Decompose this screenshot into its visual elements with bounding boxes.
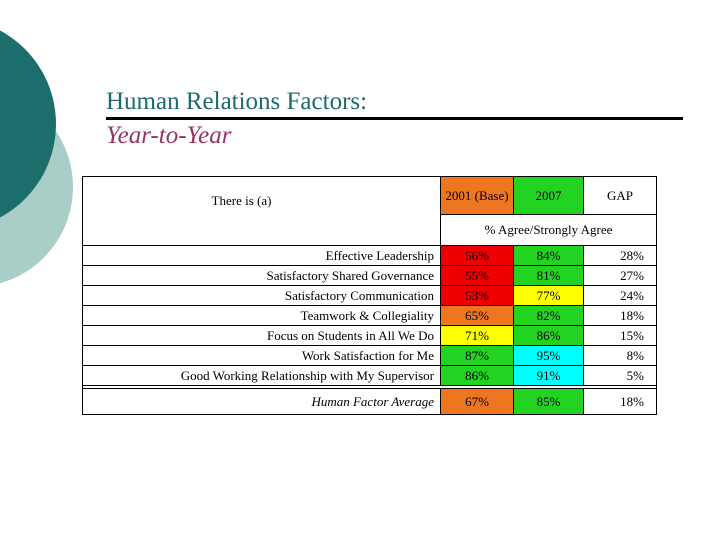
y2007-value-cell: 91% [513, 365, 584, 386]
y2007-value-cell: 86% [513, 325, 584, 346]
col-header-2007: 2007 [513, 176, 584, 215]
base-value-cell: 65% [440, 305, 514, 326]
title-underline [106, 117, 683, 120]
base-value-cell: 67% [440, 388, 514, 415]
gap-value-cell: 27% [583, 265, 657, 286]
average-row: Human Factor Average 67% 85% 18% [82, 388, 657, 415]
table-row: Good Working Relationship with My Superv… [82, 365, 657, 386]
row-label-cell: Satisfactory Communication [82, 285, 441, 306]
table-row: Focus on Students in All We Do 71% 86% 15% [82, 325, 657, 346]
slide-title: Human Relations Factors: [106, 88, 368, 115]
col-header-2001: 2001 (Base) [440, 176, 514, 215]
table-row: Effective Leadership 56% 84% 28% [82, 245, 657, 266]
table-body: There is (a) 2001 (Base) 2007 GAP % Agre… [82, 176, 657, 415]
header-row: There is (a) 2001 (Base) 2007 GAP [82, 176, 657, 246]
row-label-cell: Human Factor Average [82, 388, 441, 415]
row-label-cell: Satisfactory Shared Governance [82, 265, 441, 286]
base-value-cell: 56% [440, 245, 514, 266]
subheader-agree: % Agree/Strongly Agree [440, 214, 657, 246]
y2007-value-cell: 85% [513, 388, 584, 415]
row-label-cell: Good Working Relationship with My Superv… [82, 365, 441, 386]
base-value-cell: 71% [440, 325, 514, 346]
row-label-cell: Effective Leadership [82, 245, 441, 266]
y2007-value-cell: 84% [513, 245, 584, 266]
gap-value-cell: 18% [583, 388, 657, 415]
base-value-cell: 53% [440, 285, 514, 306]
corner-label: There is (a) [82, 176, 441, 246]
row-label-cell: Focus on Students in All We Do [82, 325, 441, 346]
slide-subtitle: Year-to-Year [106, 122, 232, 149]
col-header-gap: GAP [583, 176, 657, 215]
gap-value-cell: 24% [583, 285, 657, 306]
row-label-cell: Teamwork & Collegiality [82, 305, 441, 326]
y2007-value-cell: 82% [513, 305, 584, 326]
y2007-value-cell: 77% [513, 285, 584, 306]
table-row: Teamwork & Collegiality 65% 82% 18% [82, 305, 657, 326]
base-value-cell: 87% [440, 345, 514, 366]
gap-value-cell: 5% [583, 365, 657, 386]
gap-value-cell: 28% [583, 245, 657, 266]
gap-value-cell: 15% [583, 325, 657, 346]
gap-value-cell: 18% [583, 305, 657, 326]
factors-table-container: There is (a) 2001 (Base) 2007 GAP % Agre… [82, 176, 657, 415]
table-row: Work Satisfaction for Me 87% 95% 8% [82, 345, 657, 366]
y2007-value-cell: 81% [513, 265, 584, 286]
table-row: Satisfactory Communication 53% 77% 24% [82, 285, 657, 306]
table-row: Satisfactory Shared Governance 55% 81% 27% [82, 265, 657, 286]
subheader-row: % Agree/Strongly Agree [83, 214, 657, 246]
base-value-cell: 55% [440, 265, 514, 286]
factors-table: There is (a) 2001 (Base) 2007 GAP % Agre… [82, 176, 657, 415]
gap-value-cell: 8% [583, 345, 657, 366]
row-label-cell: Work Satisfaction for Me [82, 345, 441, 366]
y2007-value-cell: 95% [513, 345, 584, 366]
base-value-cell: 86% [440, 365, 514, 386]
